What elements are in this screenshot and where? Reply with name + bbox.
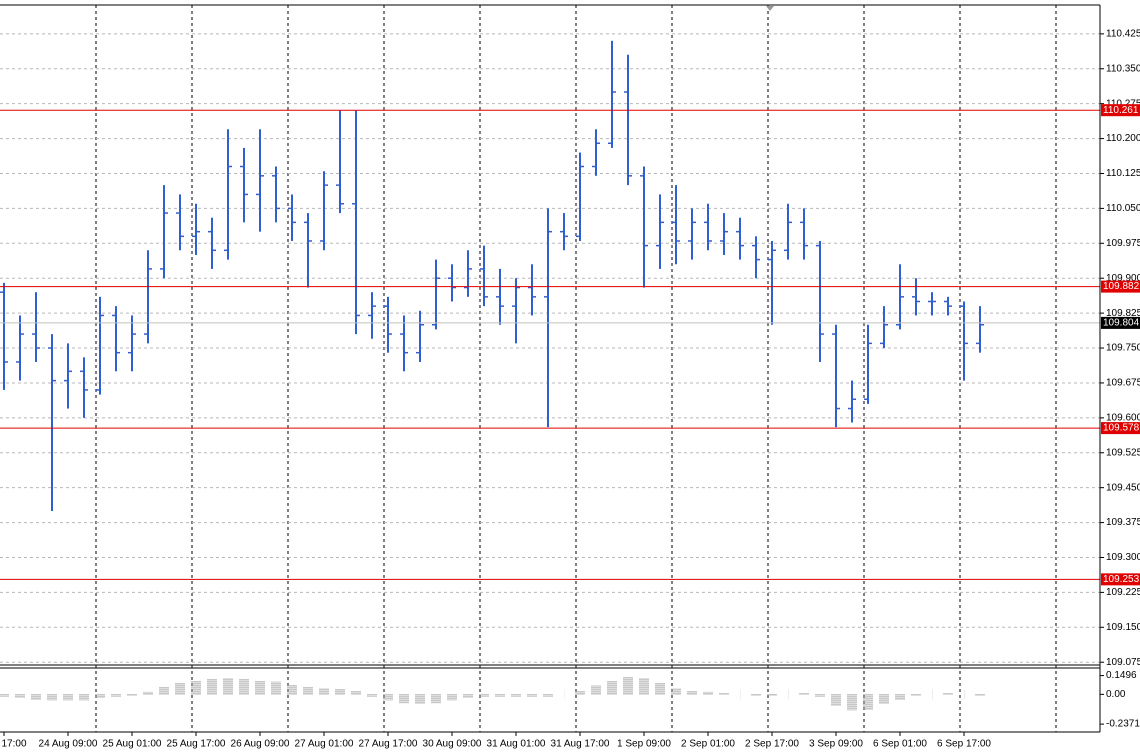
- last-price-box: [1101, 316, 1140, 329]
- grid: [0, 5, 1100, 732]
- y-tick-label: 109.675: [1106, 378, 1140, 389]
- y-tick-label: 110.425: [1106, 28, 1140, 39]
- y-tick-label: 110.350: [1106, 63, 1140, 74]
- y-tick-label: 110.200: [1106, 133, 1140, 144]
- y-tick-label: 109.225: [1106, 587, 1140, 598]
- y-tick-label: 110.125: [1106, 168, 1140, 179]
- y-tick-label: 109.150: [1106, 622, 1140, 633]
- y-tick-label: 0.1496: [1106, 670, 1137, 681]
- level-label-box: [1101, 104, 1140, 117]
- x-tick-label: 26 Aug 09:00: [231, 739, 290, 750]
- x-tick-label: 2 Sep 01:00: [681, 739, 735, 750]
- y-tick-label: 109.825: [1106, 308, 1140, 319]
- x-tick-label: 31 Aug 17:00: [551, 739, 610, 750]
- level-label-box: [1101, 422, 1140, 435]
- level-label: 109.882: [1103, 281, 1140, 292]
- y-tick-label: 109.450: [1106, 482, 1140, 493]
- last-price-label: 109.804: [1103, 318, 1140, 329]
- y-tick-label: 109.900: [1106, 273, 1140, 284]
- y-tick-label: 110.275: [1106, 98, 1140, 109]
- x-tick-label: 25 Aug 17:00: [167, 739, 226, 750]
- y-tick-label: -0.2371: [1106, 719, 1140, 730]
- y-tick-label: 0.00: [1106, 689, 1126, 700]
- x-tick-label: 1 Sep 09:00: [617, 739, 671, 750]
- level-label: 109.578: [1103, 423, 1140, 434]
- level-label-box: [1101, 280, 1140, 293]
- x-tick-label: 27 Aug 01:00: [295, 739, 354, 750]
- x-tick-label: 27 Aug 17:00: [359, 739, 418, 750]
- y-tick-label: 109.750: [1106, 343, 1140, 354]
- y-tick-label: 109.975: [1106, 238, 1140, 249]
- x-tick-label: 6 Sep 01:00: [873, 739, 927, 750]
- axis: 110.425 110.350 110.275 110.200 110.125 110.0…: [1, 28, 1140, 750]
- shift-marker: [766, 6, 774, 11]
- x-tick-label: 2 Sep 17:00: [745, 739, 799, 750]
- x-tick-label: 17:00: [1, 739, 26, 750]
- x-tick-label: 24 Aug 09:00: [39, 739, 98, 750]
- y-tick-label: 109.075: [1106, 657, 1140, 668]
- level-label: 110.261: [1103, 105, 1139, 116]
- y-tick-label: 109.600: [1106, 412, 1140, 423]
- x-tick-label: 31 Aug 01:00: [487, 739, 546, 750]
- y-tick-label: 109.525: [1106, 447, 1140, 458]
- x-tick-label: 30 Aug 09:00: [423, 739, 482, 750]
- y-tick-label: 109.300: [1106, 552, 1140, 563]
- x-tick-label: 3 Sep 09:00: [809, 739, 863, 750]
- x-tick-label: 6 Sep 17:00: [937, 739, 991, 750]
- plot: [0, 40, 1100, 711]
- x-tick-label: 25 Aug 01:00: [103, 739, 162, 750]
- y-tick-label: 110.050: [1106, 203, 1140, 214]
- y-tick-label: 109.375: [1106, 517, 1140, 528]
- level-label-box: [1101, 573, 1140, 586]
- level-label: 109.253: [1103, 574, 1140, 585]
